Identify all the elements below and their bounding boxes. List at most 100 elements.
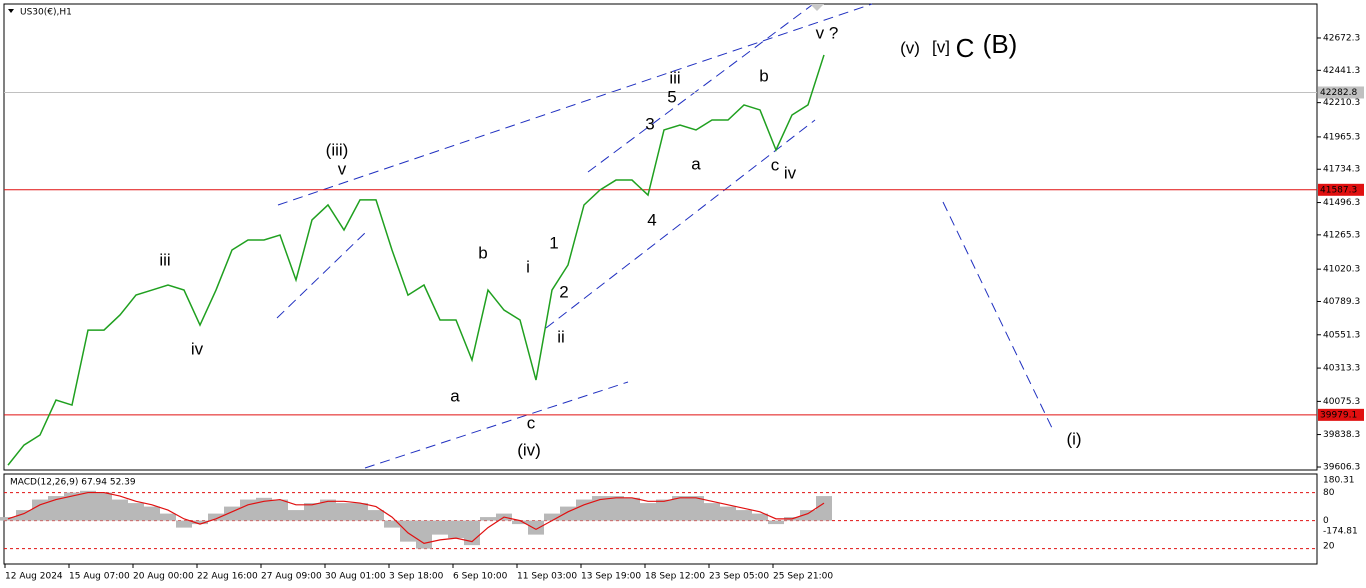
macd-bar — [816, 496, 832, 521]
price-level-label: 42282.8 — [1320, 88, 1357, 98]
macd-bar — [400, 520, 416, 542]
x-tick-label: 18 Sep 12:00 — [645, 572, 705, 582]
macd-bar — [352, 503, 368, 521]
wave-label: (B) — [983, 29, 1018, 59]
x-tick-label: 15 Aug 07:00 — [69, 572, 130, 582]
macd-bar — [192, 520, 208, 525]
macd-bar — [64, 492, 80, 521]
wave-label: 2 — [559, 282, 568, 301]
y-tick-label: 42672.3 — [1323, 33, 1360, 43]
wave-label: i — [526, 257, 530, 276]
macd-bar — [448, 520, 464, 539]
macd-bar — [608, 496, 624, 521]
side-label: 180.31 — [1323, 476, 1355, 486]
x-tick-label: 11 Sep 03:00 — [517, 572, 577, 582]
macd-bar — [544, 513, 560, 521]
macd-title: MACD(12,26,9) 67.94 52.39 — [10, 478, 136, 488]
y-tick-label: 0 — [1323, 516, 1329, 526]
side-label: -174.81 — [1323, 527, 1358, 537]
wave-label: 5 — [667, 87, 676, 106]
wave-label: 3 — [645, 114, 654, 133]
price-level-label: 39979.1 — [1320, 410, 1357, 420]
y-tick-label: 41020.3 — [1323, 265, 1360, 275]
macd-bar — [416, 520, 432, 549]
macd-bar — [176, 520, 192, 528]
wave-label: (iv) — [517, 440, 541, 459]
macd-bar — [368, 510, 384, 521]
macd-bar — [160, 513, 176, 521]
y-tick-label: 39606.3 — [1323, 463, 1360, 473]
price-level-label: 41587.3 — [1320, 185, 1357, 195]
macd-bar — [576, 499, 592, 521]
price-level-box — [1318, 183, 1364, 196]
y-tick-label: 40313.3 — [1323, 364, 1360, 374]
macd-bar — [16, 510, 32, 521]
y-tick-label: 41496.3 — [1323, 198, 1360, 208]
macd-bar — [512, 520, 528, 525]
y-tick-label: 40551.3 — [1323, 330, 1360, 340]
macd-bar — [96, 492, 112, 521]
wave-label: v — [338, 159, 347, 178]
macd-bar — [128, 503, 144, 521]
x-tick-label: 22 Aug 16:00 — [197, 572, 258, 582]
macd-bar — [320, 499, 336, 521]
wave-label: [v] — [932, 37, 950, 56]
y-tick-label: 80 — [1323, 488, 1335, 498]
y-tick-label: 39838.3 — [1323, 430, 1360, 440]
y-tick-label: 42210.3 — [1323, 98, 1360, 108]
wave-label: v ? — [816, 23, 839, 42]
macd-bar — [672, 496, 688, 521]
macd-bar — [224, 506, 240, 521]
wave-label: iv — [191, 339, 204, 358]
macd-bar — [656, 499, 672, 521]
macd-bar — [592, 496, 608, 521]
macd-bar — [736, 510, 752, 521]
macd-bar — [336, 503, 352, 521]
wave-label: b — [759, 66, 768, 85]
x-tick-label: 3 Sep 18:00 — [389, 572, 444, 582]
trend-line — [364, 381, 629, 469]
macd-bar — [704, 503, 720, 521]
price-level-box — [1318, 408, 1364, 421]
macd-bar — [304, 503, 320, 521]
macd-bar — [288, 510, 304, 521]
y-tick-label: 40075.3 — [1323, 397, 1360, 407]
y-tick-label: 41265.3 — [1323, 230, 1360, 240]
wave-label: c — [771, 155, 780, 174]
macd-bar — [256, 497, 272, 521]
macd-bar — [480, 517, 496, 521]
wave-label: (iii) — [326, 140, 349, 159]
price-level-box — [1318, 86, 1364, 99]
wave-label: c — [527, 413, 536, 432]
macd-bar — [768, 520, 784, 525]
macd-bar — [800, 510, 816, 521]
macd-bar — [0, 517, 16, 521]
price-panel — [3, 3, 1318, 471]
x-tick-label: 12 Aug 2024 — [5, 572, 63, 582]
y-tick-label: 41965.3 — [1323, 132, 1360, 142]
macd-bar — [32, 499, 48, 521]
trend-line — [276, 230, 368, 319]
wave-label: (i) — [1066, 429, 1081, 448]
y-tick-label: 41734.3 — [1323, 165, 1360, 175]
y-tick-label: 40789.3 — [1323, 297, 1360, 307]
macd-bar — [48, 496, 64, 521]
x-tick-label: 6 Sep 10:00 — [453, 572, 508, 582]
y-tick-label: 42441.3 — [1323, 66, 1360, 76]
wave-label: a — [691, 154, 701, 173]
trend-line — [942, 201, 1054, 431]
macd-bar — [384, 520, 400, 528]
macd-bar — [528, 520, 544, 535]
shift-marker — [810, 4, 824, 11]
macd-bar — [560, 506, 576, 521]
macd-bar — [640, 503, 656, 521]
macd-bar — [80, 490, 96, 521]
macd-bar — [272, 499, 288, 521]
macd-bar — [464, 520, 480, 546]
macd-bar — [432, 520, 448, 535]
macd-bar — [144, 506, 160, 521]
menu-icon[interactable] — [8, 9, 14, 13]
wave-label: (v) — [900, 38, 920, 57]
x-tick-label: 25 Sep 21:00 — [773, 572, 833, 582]
